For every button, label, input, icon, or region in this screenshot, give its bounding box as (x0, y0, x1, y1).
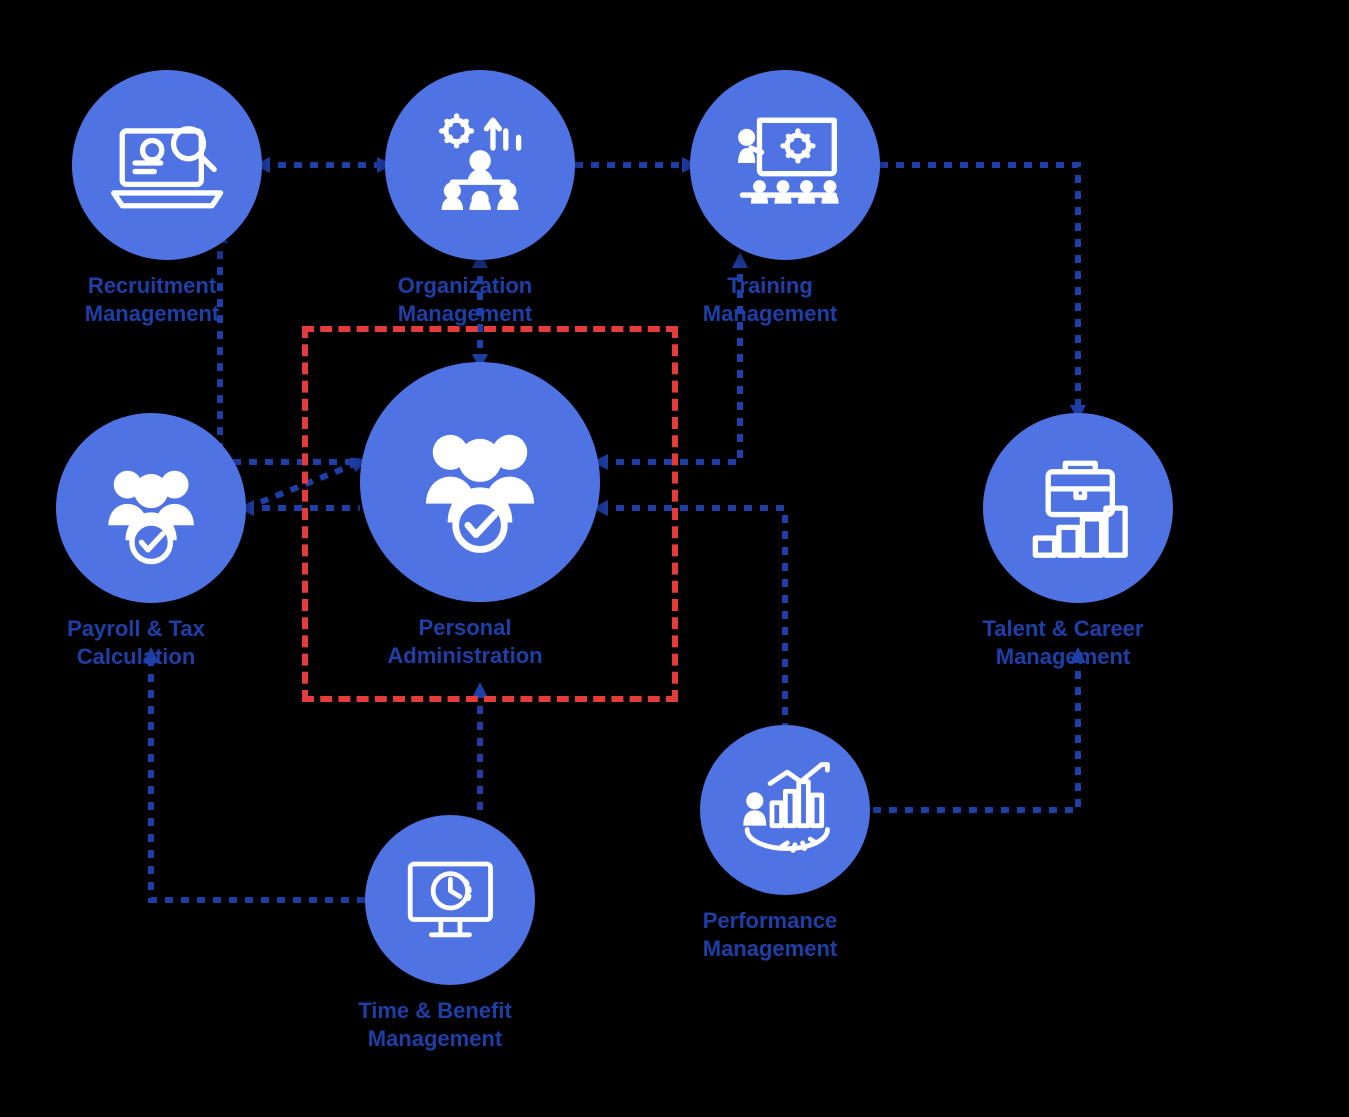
node-label-training: TrainingManagement (645, 272, 895, 327)
node-training: TrainingManagement (690, 70, 880, 327)
people-check-icon (399, 401, 561, 563)
node-performance: PerformanceManagement (700, 725, 870, 962)
node-label-center: PersonalAdministration (315, 614, 615, 669)
node-recruitment: RecruitmentManagement (72, 70, 262, 327)
node-circle-talent (983, 413, 1173, 603)
node-center: PersonalAdministration (360, 362, 600, 669)
node-label-talent: Talent & CareerManagement (938, 615, 1188, 670)
node-circle-recruitment (72, 70, 262, 260)
diagram-stage: PersonalAdministration RecruitmentManage… (0, 0, 1349, 1117)
node-circle-center (360, 362, 600, 602)
briefcase-chart-icon (1014, 444, 1142, 572)
node-organization: OrganizationManagement (385, 70, 575, 327)
node-label-performance: PerformanceManagement (655, 907, 885, 962)
node-talent: Talent & CareerManagement (983, 413, 1173, 670)
node-label-organization: OrganizationManagement (340, 272, 590, 327)
node-label-payroll: Payroll & TaxCalculation (11, 615, 261, 670)
node-circle-time (365, 815, 535, 985)
node-time: Time & BenefitManagement (365, 815, 535, 1052)
monitor-clock-icon (393, 843, 508, 958)
laptop-search-icon (103, 101, 231, 229)
node-label-recruitment: RecruitmentManagement (27, 272, 277, 327)
node-circle-training (690, 70, 880, 260)
node-circle-performance (700, 725, 870, 895)
presentation-gear-icon (721, 101, 849, 229)
node-circle-organization (385, 70, 575, 260)
org-gear-chart-icon (416, 101, 544, 229)
node-label-time: Time & BenefitManagement (320, 997, 550, 1052)
person-chart-gear-icon (728, 753, 843, 868)
node-payroll: Payroll & TaxCalculation (56, 413, 246, 670)
people-check-icon (87, 444, 215, 572)
node-circle-payroll (56, 413, 246, 603)
